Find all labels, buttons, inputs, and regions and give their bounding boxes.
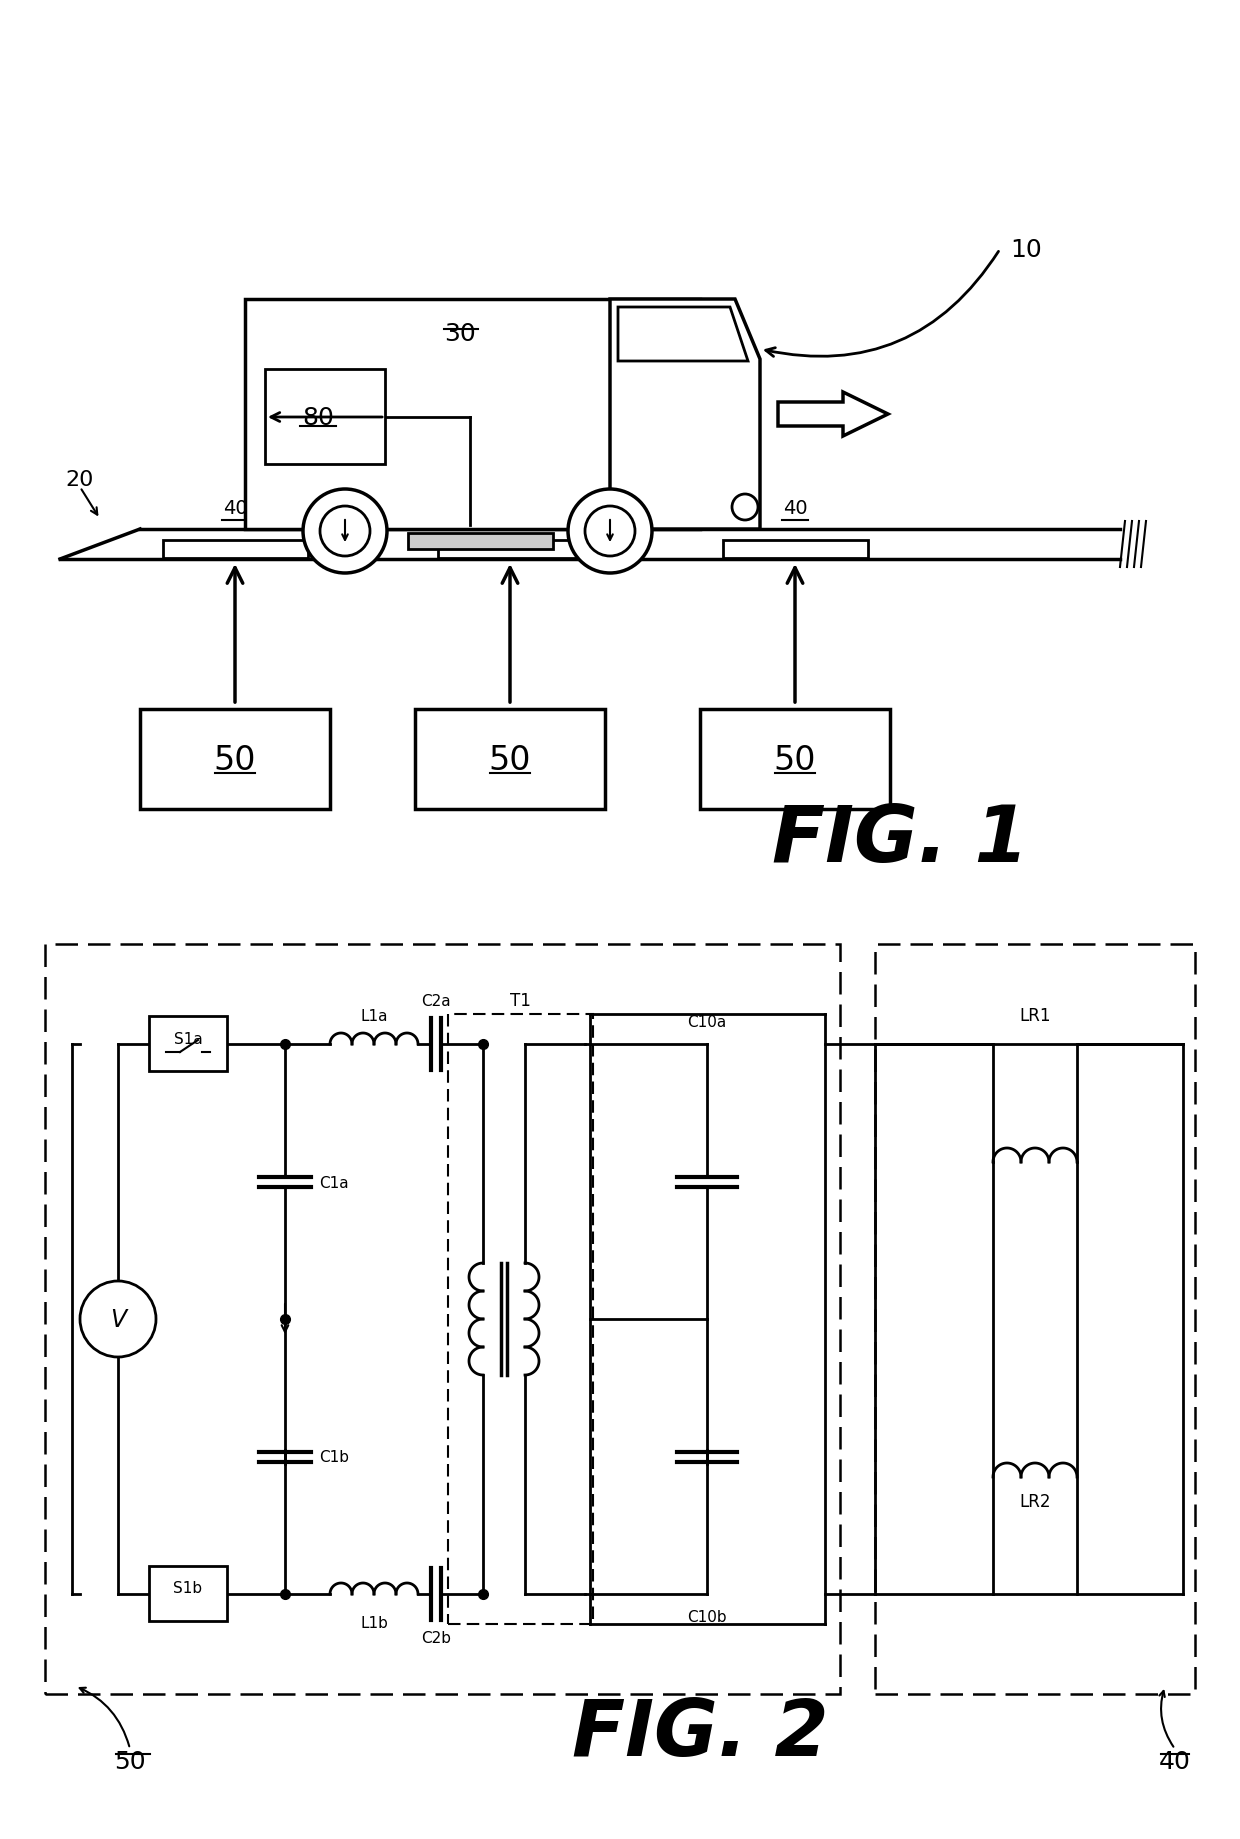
Text: 30: 30 — [444, 322, 476, 346]
Text: 50: 50 — [774, 743, 816, 776]
Text: C10a: C10a — [687, 1015, 727, 1030]
Text: 90: 90 — [642, 462, 667, 480]
Bar — [149, 1567, 227, 1622]
Text: V: V — [110, 1308, 126, 1331]
Text: L1b: L1b — [360, 1615, 388, 1629]
Circle shape — [585, 508, 635, 557]
Polygon shape — [777, 394, 888, 436]
Text: C2b: C2b — [422, 1629, 451, 1646]
Text: 80: 80 — [303, 406, 334, 430]
Text: L1a: L1a — [361, 1008, 388, 1024]
Text: 90: 90 — [283, 462, 308, 480]
Text: 70: 70 — [362, 473, 387, 491]
Bar — [408, 533, 553, 550]
Text: T1: T1 — [510, 991, 531, 1010]
Text: LR1: LR1 — [1019, 1006, 1050, 1024]
Text: FIG. 1: FIG. 1 — [771, 802, 1028, 877]
Polygon shape — [618, 307, 748, 362]
Text: 40: 40 — [497, 498, 522, 519]
Circle shape — [320, 508, 370, 557]
Text: C1a: C1a — [319, 1175, 348, 1190]
Text: C10b: C10b — [687, 1609, 727, 1624]
Circle shape — [568, 489, 652, 574]
Bar — [723, 541, 868, 559]
Bar — [875, 945, 1195, 1694]
Text: 40: 40 — [1159, 1749, 1190, 1773]
Circle shape — [81, 1282, 156, 1357]
Polygon shape — [610, 300, 760, 530]
Text: 50: 50 — [114, 1749, 146, 1773]
Text: 20: 20 — [64, 469, 93, 489]
Text: 10: 10 — [1011, 237, 1042, 261]
Bar — [246, 300, 701, 530]
Bar — [415, 710, 605, 809]
Text: 50: 50 — [489, 743, 531, 776]
Text: LR2: LR2 — [1019, 1491, 1050, 1510]
Text: S1b: S1b — [174, 1582, 202, 1596]
Text: FIG. 2: FIG. 2 — [572, 1696, 828, 1771]
Bar — [149, 1017, 227, 1072]
Text: C2a: C2a — [422, 993, 451, 1008]
Bar — [265, 370, 384, 465]
Bar — [448, 1015, 593, 1624]
Bar — [45, 945, 839, 1694]
Text: 40: 40 — [782, 498, 807, 519]
Circle shape — [303, 489, 387, 574]
Bar — [701, 710, 890, 809]
Text: 50: 50 — [213, 743, 257, 776]
Text: 40: 40 — [223, 498, 247, 519]
Bar — [140, 710, 330, 809]
Text: S1a: S1a — [174, 1032, 202, 1046]
Text: 60: 60 — [548, 473, 573, 491]
Bar — [162, 541, 308, 559]
Circle shape — [732, 495, 758, 520]
Bar — [438, 541, 583, 559]
Text: C1b: C1b — [319, 1449, 348, 1464]
